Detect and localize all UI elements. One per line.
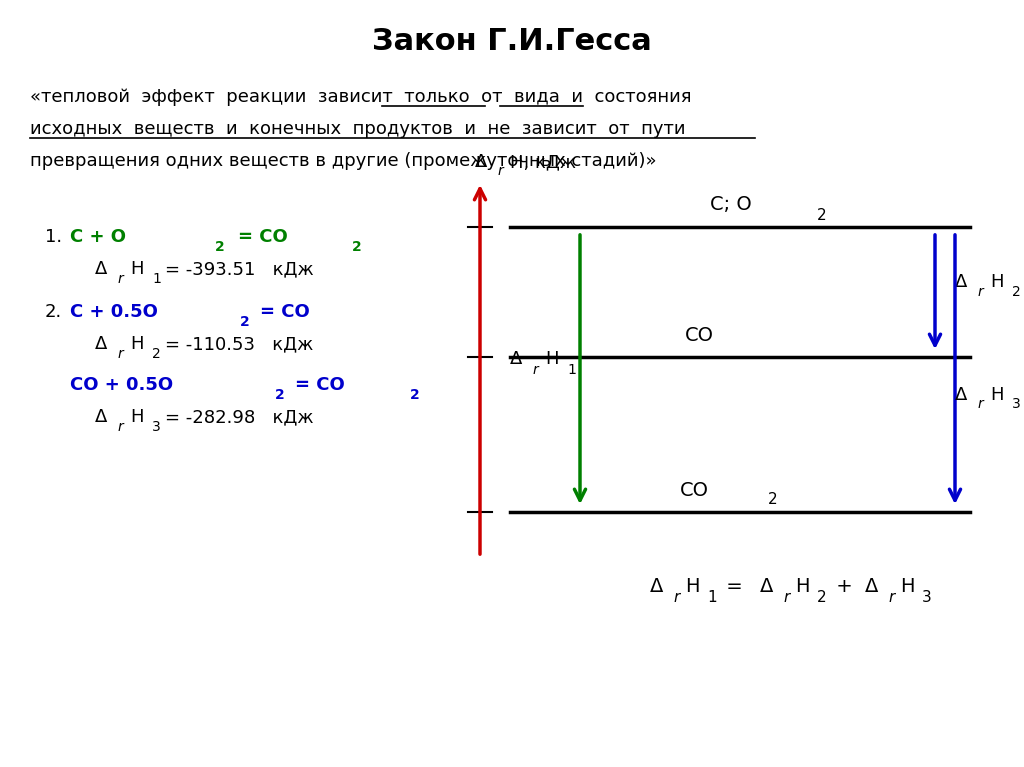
Text: 2: 2 <box>817 208 826 222</box>
Text: 2: 2 <box>240 315 250 329</box>
Text: 2: 2 <box>768 492 777 508</box>
Text: H: H <box>130 260 143 278</box>
Text: r: r <box>118 272 124 286</box>
Text: 3: 3 <box>1012 397 1021 412</box>
Text: Δ: Δ <box>760 578 773 597</box>
Text: =: = <box>720 578 749 597</box>
Text: r: r <box>118 420 124 434</box>
Text: С; О: С; О <box>710 196 752 215</box>
Text: С + 0.5О: С + 0.5О <box>70 303 158 321</box>
Text: r: r <box>888 590 894 604</box>
Text: 1: 1 <box>707 590 717 604</box>
Text: исходных  веществ  и  конечных  продуктов  и  не  зависит  от  пути: исходных веществ и конечных продуктов и … <box>30 120 685 138</box>
Text: 2: 2 <box>817 590 826 604</box>
Text: r: r <box>534 363 539 377</box>
Text: Δ: Δ <box>955 273 968 291</box>
Text: H: H <box>900 578 914 597</box>
Text: = -110.53   кДж: = -110.53 кДж <box>165 335 313 353</box>
Text: H: H <box>990 273 1004 291</box>
Text: 3: 3 <box>152 420 161 434</box>
Text: Δ: Δ <box>95 408 108 426</box>
Text: Δ: Δ <box>865 578 879 597</box>
Text: 2: 2 <box>275 388 285 402</box>
Text: = -393.51   кДж: = -393.51 кДж <box>165 260 313 278</box>
Text: Δ: Δ <box>95 335 108 353</box>
Text: СО: СО <box>685 325 714 344</box>
Text: r: r <box>978 285 984 299</box>
Text: Δ: Δ <box>510 351 522 368</box>
Text: H: H <box>685 578 699 597</box>
Text: Δ: Δ <box>475 153 487 171</box>
Text: H: H <box>130 408 143 426</box>
Text: 2: 2 <box>152 347 161 361</box>
Text: r: r <box>118 347 124 361</box>
Text: «тепловой  эффект  реакции  зависит  только  от  вида  и  состояния: «тепловой эффект реакции зависит только … <box>30 88 691 106</box>
Text: H, кДж: H, кДж <box>510 153 575 171</box>
Text: С + О: С + О <box>70 228 126 246</box>
Text: H: H <box>545 351 558 368</box>
Text: H: H <box>990 386 1004 403</box>
Text: 2: 2 <box>1012 285 1021 299</box>
Text: r: r <box>498 164 504 178</box>
Text: превращения одних веществ в другие (промежуточных стадий)»: превращения одних веществ в другие (пром… <box>30 152 656 170</box>
Text: H: H <box>795 578 810 597</box>
Text: r: r <box>783 590 790 604</box>
Text: = СО: = СО <box>260 303 309 321</box>
Text: +: + <box>830 578 859 597</box>
Text: Δ: Δ <box>650 578 664 597</box>
Text: Δ: Δ <box>95 260 108 278</box>
Text: 2.: 2. <box>45 303 62 321</box>
Text: СО + 0.5О: СО + 0.5О <box>70 376 173 394</box>
Text: H: H <box>130 335 143 353</box>
Text: r: r <box>978 397 984 412</box>
Text: r: r <box>673 590 679 604</box>
Text: 2: 2 <box>215 240 224 254</box>
Text: Закон Г.И.Гесса: Закон Г.И.Гесса <box>372 28 652 57</box>
Text: = -282.98   кДж: = -282.98 кДж <box>165 408 313 426</box>
Text: СО: СО <box>680 480 709 499</box>
Text: 2: 2 <box>410 388 420 402</box>
Text: 1: 1 <box>152 272 161 286</box>
Text: Δ: Δ <box>955 386 968 403</box>
Text: 2: 2 <box>352 240 361 254</box>
Text: 3: 3 <box>922 590 932 604</box>
Text: 1.: 1. <box>45 228 62 246</box>
Text: = СО: = СО <box>238 228 288 246</box>
Text: 1: 1 <box>567 363 575 377</box>
Text: = СО: = СО <box>295 376 345 394</box>
